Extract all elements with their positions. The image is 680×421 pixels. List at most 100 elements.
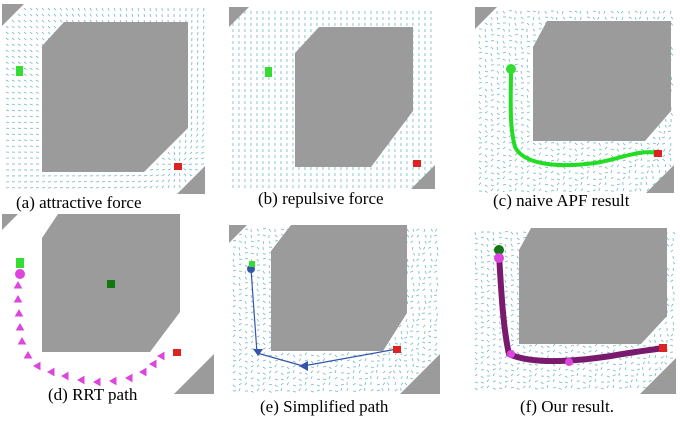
field-arrow (370, 388, 374, 392)
field-arrow (486, 363, 490, 366)
field-arrow (292, 365, 296, 368)
field-arrow (405, 364, 408, 368)
field-arrow (376, 369, 378, 374)
field-arrow (179, 172, 181, 177)
field-arrow (540, 381, 544, 385)
field-arrow (672, 291, 676, 295)
field-arrow (23, 79, 27, 82)
field-arrow (490, 188, 494, 192)
field-arrow (594, 386, 598, 389)
field-arrow (292, 384, 296, 387)
field-arrow (504, 279, 507, 283)
field-arrow (490, 69, 494, 72)
field-arrow (576, 373, 579, 377)
field-arrow (528, 385, 532, 389)
field-arrow (125, 186, 129, 189)
field-arrow (411, 370, 414, 374)
field-arrow (232, 341, 237, 344)
field-arrow (622, 176, 626, 180)
field-arrow (238, 352, 242, 356)
field-arrow (238, 318, 242, 321)
field-arrow (268, 376, 271, 380)
field-arrow (11, 43, 15, 47)
field-arrow (398, 324, 402, 328)
field-arrow (526, 135, 530, 138)
field-arrow (11, 55, 15, 58)
panel-b (229, 7, 435, 189)
field-arrow (612, 349, 616, 353)
field-arrow (486, 319, 490, 323)
field-arrow (580, 188, 584, 192)
field-arrow (486, 333, 490, 337)
panel-e (229, 225, 440, 394)
field-arrow (59, 19, 63, 23)
field-arrow (516, 321, 519, 325)
field-arrow (492, 373, 495, 377)
field-arrow (149, 180, 153, 183)
central-obstacle (533, 21, 671, 141)
field-arrow (592, 170, 596, 174)
field-arrow (610, 154, 614, 158)
goal-marker (413, 160, 421, 167)
field-arrow (492, 343, 496, 347)
field-arrow (480, 325, 484, 329)
field-arrow (310, 383, 314, 386)
field-arrow (280, 352, 284, 356)
field-arrow (586, 10, 589, 14)
field-arrow (484, 105, 488, 108)
field-arrow (89, 181, 94, 183)
field-arrow (552, 363, 556, 367)
field-arrow (486, 254, 491, 257)
field-arrow (238, 288, 242, 291)
field-arrow (606, 345, 610, 349)
field-arrow (244, 294, 248, 297)
field-arrow (670, 344, 674, 347)
field-arrow (538, 177, 542, 180)
field-arrow (244, 366, 248, 370)
field-arrow (484, 160, 488, 163)
field-arrow (498, 351, 502, 355)
field-arrow (663, 130, 666, 134)
field-arrow (411, 324, 414, 328)
field-arrow (544, 140, 548, 144)
field-arrow (304, 388, 308, 392)
field-arrow (496, 93, 500, 96)
field-arrow (5, 67, 9, 70)
field-arrow (232, 239, 236, 242)
field-arrow (484, 135, 488, 138)
field-arrow (433, 294, 438, 296)
field-arrow (435, 288, 438, 292)
field-arrow (526, 94, 529, 98)
field-arrow (364, 378, 369, 380)
field-arrow (510, 243, 513, 247)
field-arrow (516, 291, 519, 295)
field-arrow (496, 100, 500, 103)
field-arrow (41, 37, 45, 41)
field-arrow (29, 31, 33, 35)
field-arrow (520, 100, 523, 104)
field-arrow (480, 285, 483, 289)
field-arrow (23, 73, 27, 76)
field-arrow (648, 367, 652, 371)
field-arrow (434, 353, 438, 356)
field-arrow (538, 152, 542, 156)
field-arrow (474, 261, 477, 266)
field-arrow (640, 158, 643, 162)
field-arrow (268, 370, 272, 374)
field-arrow (484, 88, 488, 92)
field-arrow (600, 345, 605, 347)
field-arrow (262, 270, 265, 274)
field-arrow (322, 372, 326, 375)
field-arrow (664, 118, 667, 122)
field-arrow (35, 31, 39, 35)
field-arrow (668, 148, 672, 152)
field-arrow (490, 164, 494, 168)
field-arrow (107, 13, 110, 17)
field-arrow (508, 34, 512, 37)
field-arrow (514, 93, 518, 96)
field-arrow (256, 358, 260, 362)
field-arrow (576, 367, 580, 371)
panel-canvas (2, 214, 214, 394)
field-arrow (478, 160, 482, 163)
field-arrow (382, 353, 386, 356)
